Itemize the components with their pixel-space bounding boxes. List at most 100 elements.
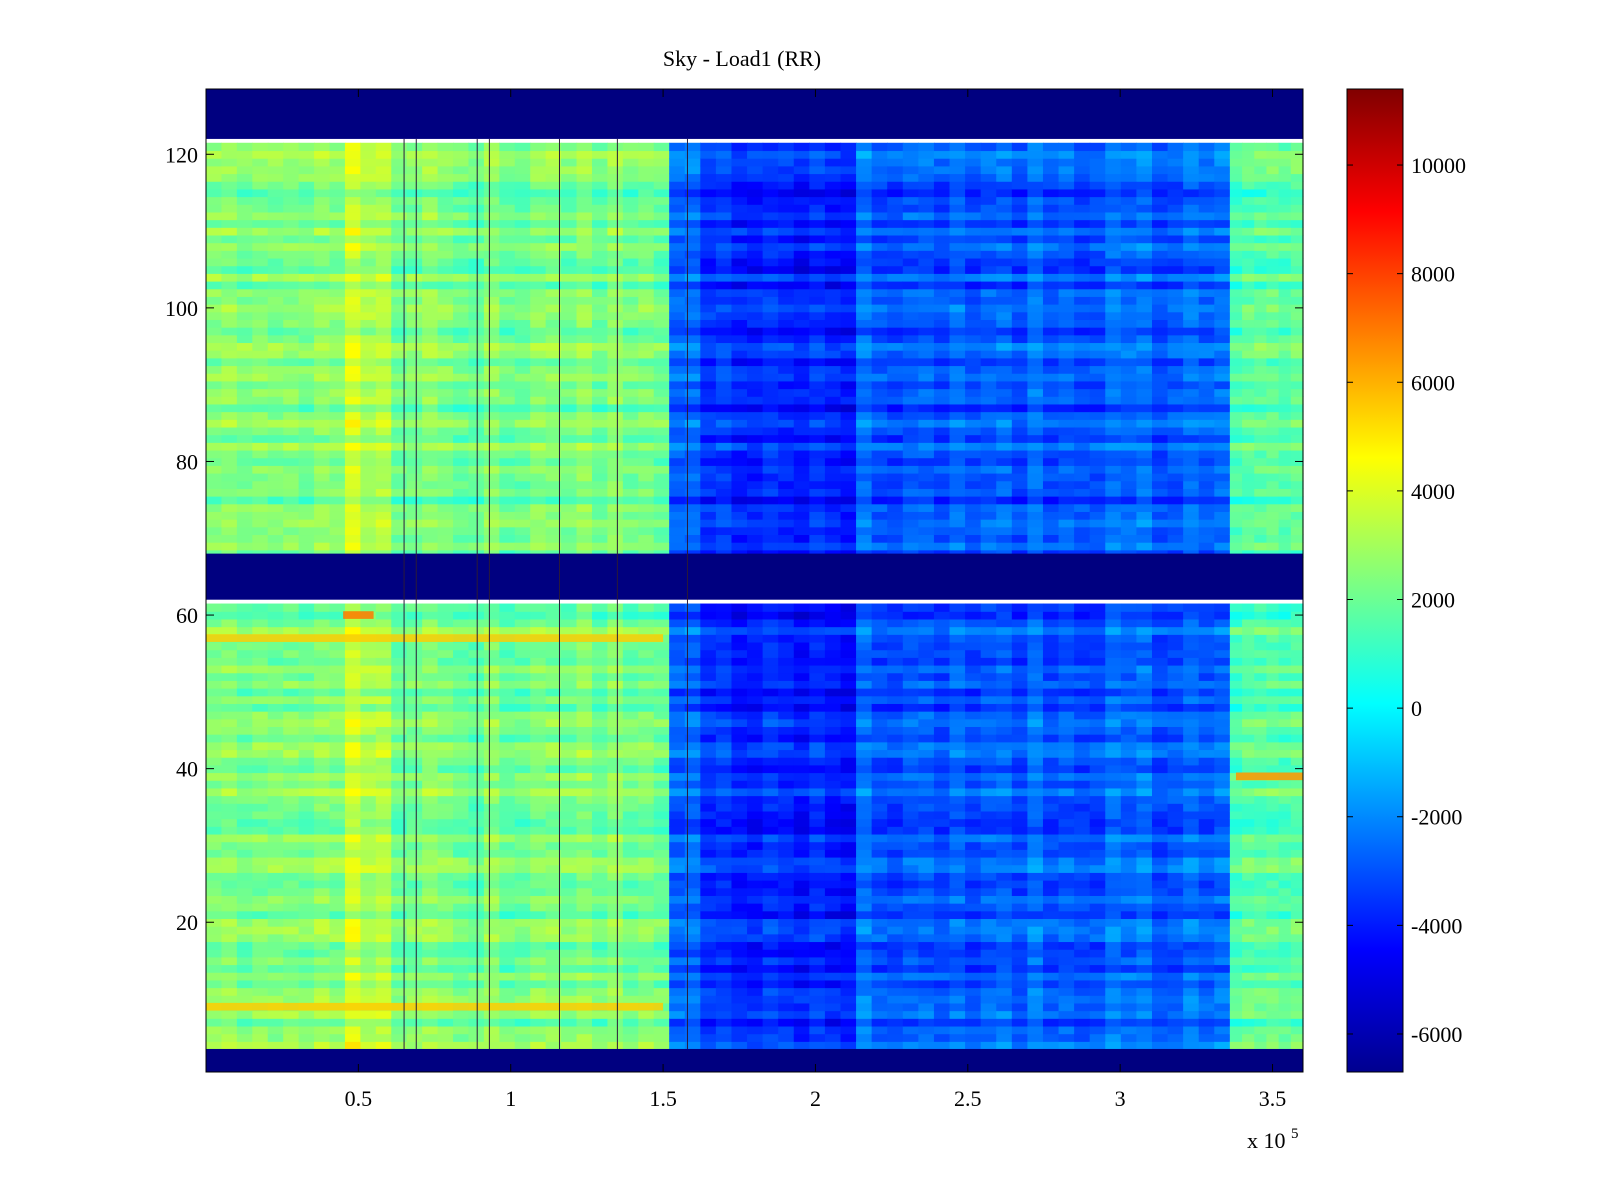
heatmap-cell — [793, 611, 810, 620]
heatmap-cell — [406, 204, 423, 213]
heatmap-cell — [391, 926, 408, 935]
heatmap-cell — [793, 849, 810, 858]
heatmap-cell — [824, 787, 842, 797]
heatmap-cell — [236, 764, 253, 774]
heatmap-cell — [375, 726, 392, 735]
heatmap-cell — [267, 519, 284, 528]
heatmap-cell — [391, 910, 408, 920]
heatmap-cell — [298, 188, 315, 198]
heatmap-cell — [545, 1018, 562, 1027]
heatmap-cell — [778, 204, 795, 213]
heatmap-cell — [514, 434, 531, 443]
heatmap-cell — [638, 856, 655, 866]
heatmap-cell — [391, 757, 408, 766]
heatmap-cell — [607, 1010, 624, 1019]
heatmap-cell — [314, 849, 331, 858]
heatmap-cell — [700, 234, 717, 244]
heatmap-cell — [747, 296, 764, 305]
heatmap-cell — [437, 511, 454, 520]
heatmap-cell — [591, 926, 609, 935]
heatmap-cell — [793, 288, 810, 297]
heatmap-cell — [731, 895, 748, 904]
heatmap-cell — [267, 818, 284, 827]
heatmap-cell — [747, 472, 764, 482]
heatmap-cell — [762, 764, 779, 774]
heatmap-cell — [545, 542, 562, 551]
heatmap-cell — [731, 396, 748, 405]
heatmap-cell — [824, 649, 842, 658]
heatmap-cell — [607, 734, 624, 743]
heatmap-cell — [437, 426, 454, 436]
heatmap-cell — [267, 496, 284, 505]
heatmap-cell — [653, 204, 670, 213]
heatmap-cell — [747, 449, 764, 459]
heatmap-cell — [314, 979, 331, 989]
heatmap-cell — [314, 304, 331, 313]
heatmap-cell — [653, 357, 670, 367]
heatmap-cell — [684, 826, 701, 835]
heatmap-cell — [298, 664, 315, 674]
heatmap-cell — [762, 695, 779, 704]
heatmap-cell — [514, 664, 531, 674]
heatmap-cell — [856, 542, 873, 551]
heatmap-cell — [576, 204, 593, 213]
heatmap-cell — [406, 403, 423, 413]
heatmap-cell — [360, 273, 377, 282]
heatmap-cell — [422, 903, 439, 912]
heatmap-cell — [453, 972, 470, 981]
heatmap-cell — [793, 403, 810, 413]
heatmap-cell — [778, 611, 795, 620]
heatmap-cell — [221, 242, 238, 251]
heatmap-cell — [638, 795, 655, 804]
heatmap-cell — [638, 787, 655, 797]
heatmap-cell — [669, 887, 686, 896]
heatmap-cell — [809, 434, 826, 443]
heatmap-cell — [545, 327, 562, 336]
heatmap-cell — [840, 872, 857, 881]
heatmap-cell — [406, 764, 423, 774]
heatmap-cell — [747, 603, 764, 612]
heatmap-cell — [638, 941, 655, 950]
heatmap-cell — [344, 741, 361, 751]
heatmap-cell — [206, 872, 223, 881]
heatmap-cell — [314, 787, 331, 797]
heatmap-cell — [622, 442, 639, 451]
heatmap-cell — [731, 334, 748, 344]
heatmap-cell — [576, 365, 593, 374]
heatmap-cell — [375, 496, 392, 505]
heatmap-cell — [437, 810, 454, 820]
heatmap-cell — [607, 872, 624, 881]
heatmap-cell — [809, 449, 826, 459]
heatmap-cell — [499, 373, 516, 382]
heatmap-cell — [391, 181, 408, 190]
heatmap-cell — [622, 334, 639, 344]
heatmap-cell — [437, 649, 454, 658]
heatmap-cell — [576, 726, 593, 735]
heatmap-cell — [344, 664, 361, 674]
heatmap-cell — [329, 688, 346, 697]
heatmap-cell — [267, 242, 284, 251]
heatmap-cell — [344, 442, 361, 451]
heatmap-cell — [762, 726, 779, 735]
heatmap-cell — [856, 1010, 873, 1019]
heatmap-cell — [483, 465, 500, 474]
heatmap-cell — [824, 496, 842, 505]
heatmap-cell — [793, 396, 810, 405]
heatmap-cell — [653, 511, 670, 520]
heatmap-cell — [607, 795, 624, 804]
heatmap-cell — [809, 956, 826, 966]
heatmap-cell — [375, 158, 392, 167]
heatmap-cell — [375, 519, 392, 528]
heatmap-cell — [453, 741, 470, 751]
heatmap-cell — [778, 288, 795, 297]
heatmap-cell — [576, 841, 593, 850]
heatmap-cell — [422, 434, 439, 443]
heatmap-cell — [391, 956, 408, 966]
heatmap-cell — [591, 664, 609, 674]
heatmap-cell — [576, 818, 593, 827]
heatmap-cell — [406, 1018, 423, 1027]
heatmap-cell — [653, 903, 670, 912]
heatmap-cell — [514, 618, 531, 628]
heatmap-cell — [809, 388, 826, 397]
heatmap-cell — [887, 910, 904, 920]
